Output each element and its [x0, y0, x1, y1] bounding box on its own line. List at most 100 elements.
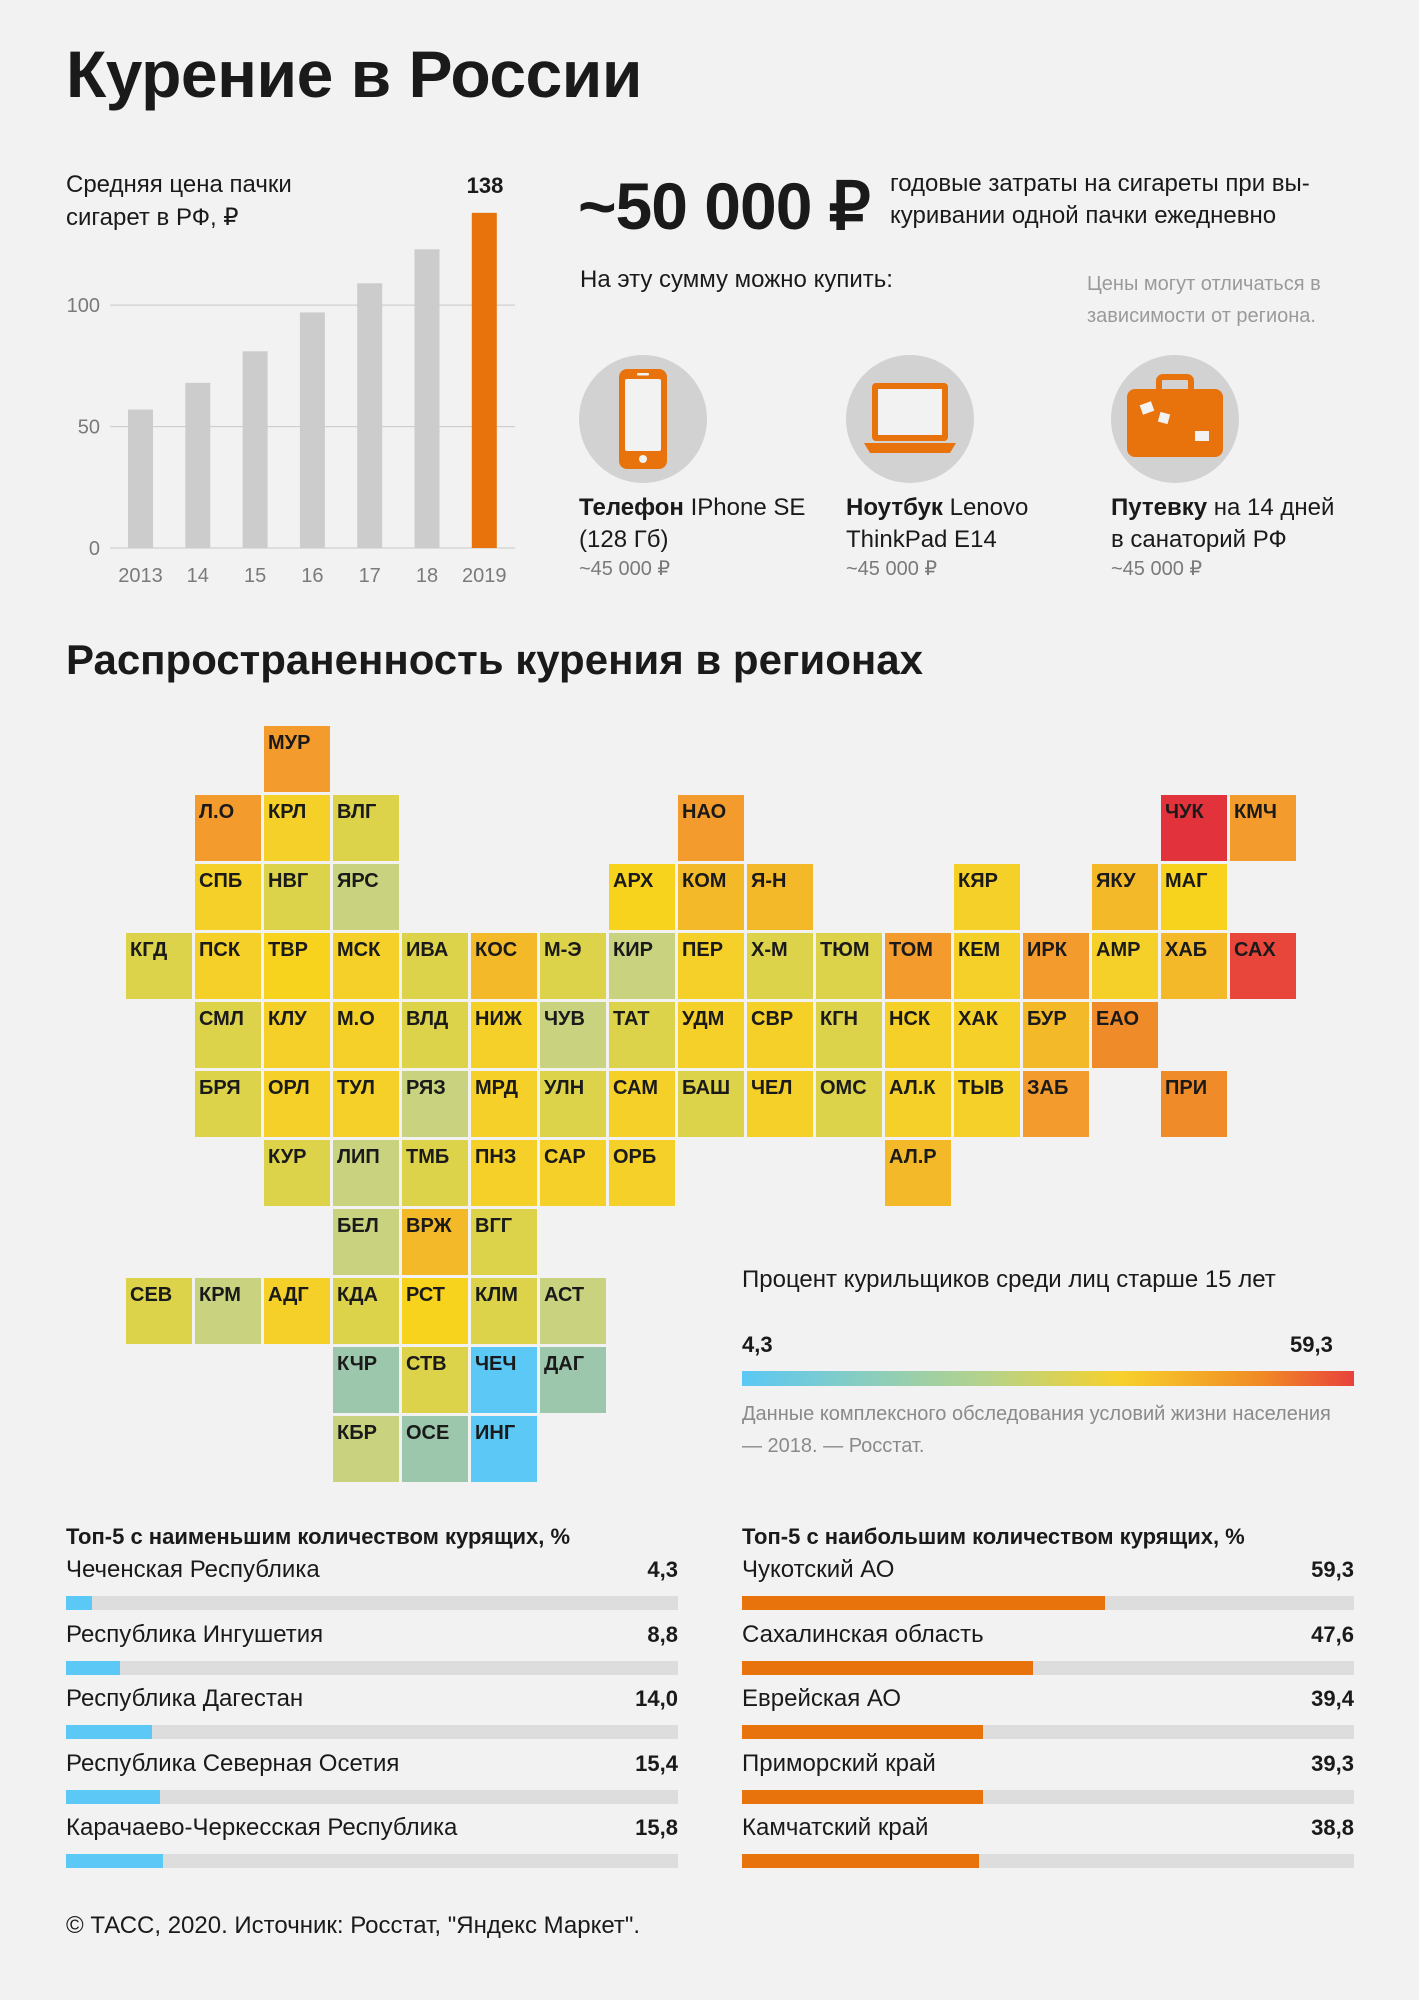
region-tile: Я-Н [747, 864, 813, 930]
list-item-value: 4,3 [647, 1557, 678, 1582]
list-item-value: 15,8 [635, 1815, 678, 1840]
page-title: Курение в России [66, 37, 642, 111]
list-item-value: 47,6 [1311, 1621, 1354, 1647]
list-item-name: Карачаево-Черкесская Республика [66, 1814, 458, 1841]
region-tile: РЯЗ [402, 1071, 468, 1137]
highest-title: Топ-5 с наибольшим количеством курящих, … [742, 1524, 1245, 1549]
region-tile: ПЕР [678, 933, 744, 999]
region-tile: КЛМ [471, 1278, 537, 1344]
region-tile: ТОМ [885, 933, 951, 999]
price-bar [185, 382, 211, 548]
x-tick-label: 2013 [118, 565, 163, 587]
price-bar [128, 409, 153, 548]
bar-fill [66, 1854, 163, 1868]
region-tile: КУР [264, 1140, 330, 1206]
region-tile: АДГ [264, 1278, 330, 1344]
region-tile: ТВР [264, 933, 330, 999]
suitcase-icon [1127, 374, 1223, 457]
list-item-value: 14,0 [635, 1686, 678, 1711]
list-item-name: Республика Северная Осетия [66, 1749, 400, 1777]
region-tile: ТЫВ [954, 1071, 1020, 1137]
region-tile: ВЛД [402, 1002, 468, 1068]
region-tile: АРХ [609, 864, 675, 930]
region-tile: ОРЛ [264, 1071, 330, 1137]
region-tile: АЛ.Р [885, 1140, 951, 1206]
region-tile: ВЛГ [333, 795, 399, 861]
price-bar-chart: 0 50 100 2013 14 15 16 17 18 2019 138 [67, 173, 515, 587]
x-tick-label: 18 [416, 565, 438, 587]
bar-fill [66, 1660, 120, 1675]
region-tile: ЕАО [1092, 1002, 1158, 1068]
laptop-name: Ноутбук Lenovo ThinkPad E14 [846, 494, 1029, 553]
region-tile: Л.О [195, 795, 261, 861]
list-item-name: Приморский край [742, 1749, 936, 1777]
region-tile: НИЖ [471, 1002, 537, 1068]
region-tile: КЯР [954, 864, 1020, 930]
list-item-name: Чукотский АО [742, 1556, 895, 1583]
region-tile: АМР [1092, 933, 1158, 999]
region-tile: УДМ [678, 1002, 744, 1068]
region-tile: КРМ [195, 1278, 261, 1344]
list-item-name: Камчатский край [742, 1814, 929, 1841]
region-tile: БРЯ [195, 1071, 261, 1137]
lowest-title: Топ-5 с наименьшим количеством курящих, … [66, 1524, 571, 1549]
region-tile: Х-М [747, 933, 813, 999]
region-tile: СЕВ [126, 1278, 192, 1344]
footer-source: © ТАСС, 2020. Источник: Росстат, "Яндекс… [66, 1912, 641, 1939]
list-item-name: Сахалинская область [742, 1620, 984, 1648]
can-buy-label: На эту сумму можно купить: [580, 266, 893, 293]
region-tile: ЧЕЧ [471, 1347, 537, 1413]
region-tile: АСТ [540, 1278, 606, 1344]
region-tile: ДАГ [540, 1347, 606, 1413]
region-tile: АЛ.К [885, 1071, 951, 1137]
legend-gradient [742, 1371, 1354, 1386]
region-tile: ЧУК [1161, 795, 1227, 861]
legend-source: Данные комплексного обследования условий… [742, 1403, 1331, 1457]
regions-title: Распространенность курения в регионах [66, 636, 923, 683]
y-tick-label: 0 [89, 538, 100, 560]
region-tile: ПНЗ [471, 1140, 537, 1206]
region-tile: ТАТ [609, 1002, 675, 1068]
bar-track [742, 1725, 1354, 1739]
bar-track [66, 1660, 678, 1675]
region-tile: ВГГ [471, 1209, 537, 1275]
region-tile: ЧУВ [540, 1002, 606, 1068]
region-tile: САХ [1230, 933, 1296, 999]
list-item-name: Республика Дагестан [66, 1685, 304, 1712]
region-tile: М.О [333, 1002, 399, 1068]
price-bar [357, 283, 383, 548]
region-tile: КОМ [678, 864, 744, 930]
region-tile: НАО [678, 795, 744, 861]
region-tile: ХАБ [1161, 933, 1227, 999]
price-bar [414, 249, 440, 548]
list-item-value: 8,8 [647, 1621, 678, 1647]
laptop-icon [864, 383, 956, 453]
x-tick-label: 16 [301, 565, 323, 587]
list-item-value: 15,4 [635, 1750, 678, 1776]
bar-track [66, 1725, 678, 1739]
bar-fill [742, 1725, 984, 1739]
bar-track [742, 1596, 1354, 1610]
bar-track [66, 1854, 678, 1868]
region-tile: КДА [333, 1278, 399, 1344]
phone-name: Телефон IPhone SE (128 Гб) [579, 494, 806, 553]
region-tile: СВР [747, 1002, 813, 1068]
price-note: Цены могут отличаться в зависимости от р… [1087, 273, 1321, 327]
region-tile: САР [540, 1140, 606, 1206]
region-tile: МУР [264, 726, 330, 792]
region-tile: ТЮМ [816, 933, 882, 999]
region-tile: ИРК [1023, 933, 1089, 999]
price-2019-value: 138 [467, 173, 504, 198]
region-tile: ОРБ [609, 1140, 675, 1206]
trip-name: Путевку на 14 дней в санаторий РФ [1111, 494, 1335, 553]
region-tile: СПБ [195, 864, 261, 930]
region-tile: ПРИ [1161, 1071, 1227, 1137]
y-tick-label: 50 [78, 417, 100, 439]
price-chart-label: Средняя цена пачки сигарет в РФ, ₽ [66, 171, 292, 231]
smartphone-icon [619, 369, 667, 469]
region-tile: КГН [816, 1002, 882, 1068]
price-bar [299, 312, 325, 548]
legend-min: 4,3 [742, 1332, 773, 1357]
list-item-value: 39,4 [1311, 1686, 1354, 1711]
laptop-item: Ноутбук Lenovo ThinkPad E14 ~45 000 ₽ [846, 492, 1086, 581]
